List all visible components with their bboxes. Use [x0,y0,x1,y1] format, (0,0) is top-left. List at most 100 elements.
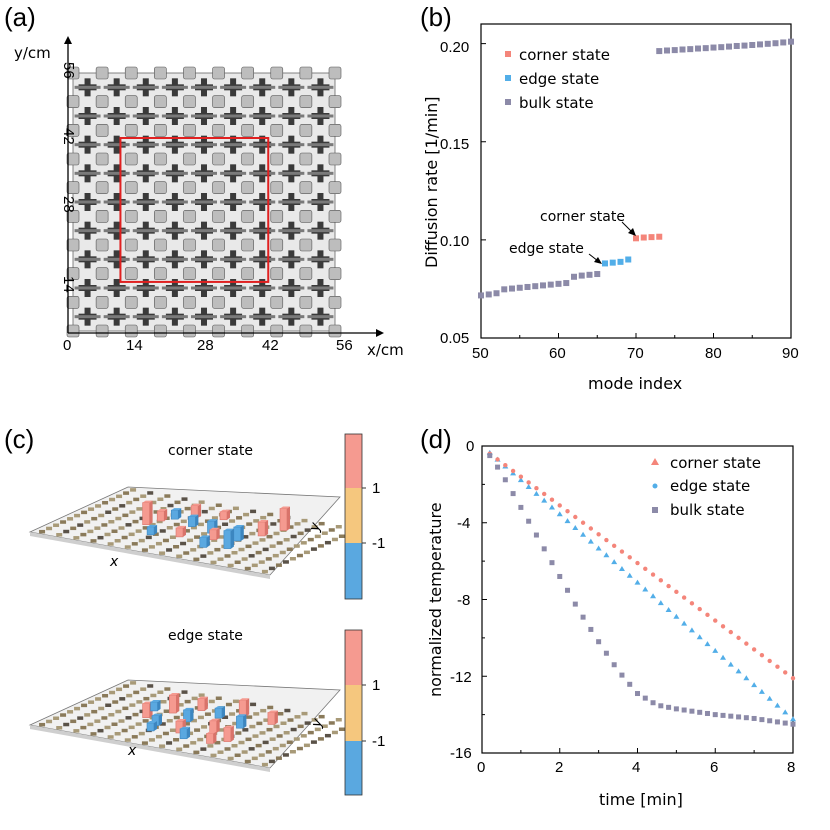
data-point-bulk [697,709,703,715]
data-point-bulk [580,614,586,620]
plane-tile [163,709,170,713]
lattice-link [191,200,217,204]
highlight-box [119,137,270,283]
plane-tile [294,522,301,526]
data-point-bulk [673,706,679,712]
lattice-node [270,238,284,252]
plane-tile [87,529,94,534]
plane-tile [187,538,194,543]
plane-tile [307,730,314,735]
data-point-corner [595,545,602,551]
lattice-link [220,85,247,89]
plane-tile [218,728,225,732]
data-point-bulk [493,290,500,297]
colorbar-frame [344,629,363,796]
plane-tile [314,727,321,732]
data-point-corner [548,504,555,510]
plane-tile [289,557,296,561]
data-point-bulk [774,719,780,725]
plane-tile [102,501,109,505]
plane-tile [140,687,147,691]
lattice-node [95,124,109,137]
plane-tile [232,721,239,726]
legend-marker-corner [505,51,511,57]
plane-tile [280,721,287,725]
plane-tile [184,699,191,704]
plane-tile [130,488,137,492]
lattice-link [161,315,188,319]
plane-tile [115,516,122,521]
lattice-link [74,286,101,290]
data-point-bulk [619,672,625,678]
data-point-corner [656,233,663,240]
plane-tile [318,714,325,719]
data-point-bulk [790,721,796,727]
panel-label-c: (c) [4,424,34,454]
lattice-node [66,152,80,166]
plane-tile [260,515,267,520]
plane-tile [293,737,300,741]
plane-tile [198,500,205,504]
plane-tile [80,532,87,537]
colorbar-segment [345,488,362,543]
bar-3d [238,699,247,717]
plane-tile [136,700,143,704]
plane-tile [249,724,256,729]
data-point-bulk [533,532,539,538]
plane-tile [273,531,280,536]
y-tick-label: 14 [60,276,77,293]
plane-tile [101,716,108,720]
lattice-node [241,267,254,280]
lattice-link [278,171,305,175]
plane-tile [287,525,294,529]
plane-tile [193,750,200,755]
bar-3d-side [230,528,234,549]
data-point-bulk [603,650,609,656]
plane-tile [250,702,257,707]
data-point-corner [564,518,571,524]
bar-3d-side [195,514,199,527]
plane-tile [125,716,132,720]
plane-tile [310,547,317,551]
data-point-edge [580,520,586,525]
lattice-node [270,124,284,137]
plane-tile [119,504,126,508]
lattice-node [154,238,167,252]
data-point-edge [728,629,733,635]
plane-tile [262,547,269,552]
lattice-link [249,85,276,89]
lattice-node [183,95,196,108]
plane-tile [67,517,74,521]
plane-tile [148,738,155,742]
lattice-node [95,95,109,108]
plane-tile [142,526,149,530]
plane-tile [317,544,324,548]
bar-3d [223,530,232,549]
plane-tile [166,741,173,745]
plane-tile [245,544,252,549]
data-point-bulk [671,47,678,54]
plane-tile [152,532,159,536]
lattice-node [66,210,80,223]
plane-tile [126,693,133,698]
data-point-bulk [532,283,539,290]
data-point-bulk [720,712,726,718]
legend-marker-bulk [505,99,511,105]
plane-tile [173,545,180,549]
plane-tile [136,507,143,511]
plane-tile [243,512,250,517]
lattice-plane-edge [30,725,270,772]
plane-tile [138,538,145,543]
data-point-bulk [510,491,516,497]
lattice-node [183,210,196,223]
data-point-edge [627,555,632,560]
plane-tile [241,557,248,561]
colorbar-label: -1 [372,733,385,750]
data-point-corner [648,234,655,241]
lattice-node [95,296,109,309]
legend-marker-corner [651,458,659,465]
lattice-node [124,181,138,194]
plane-tile [46,526,53,531]
plane-tile [275,756,282,760]
data-point-bulk [588,626,594,632]
